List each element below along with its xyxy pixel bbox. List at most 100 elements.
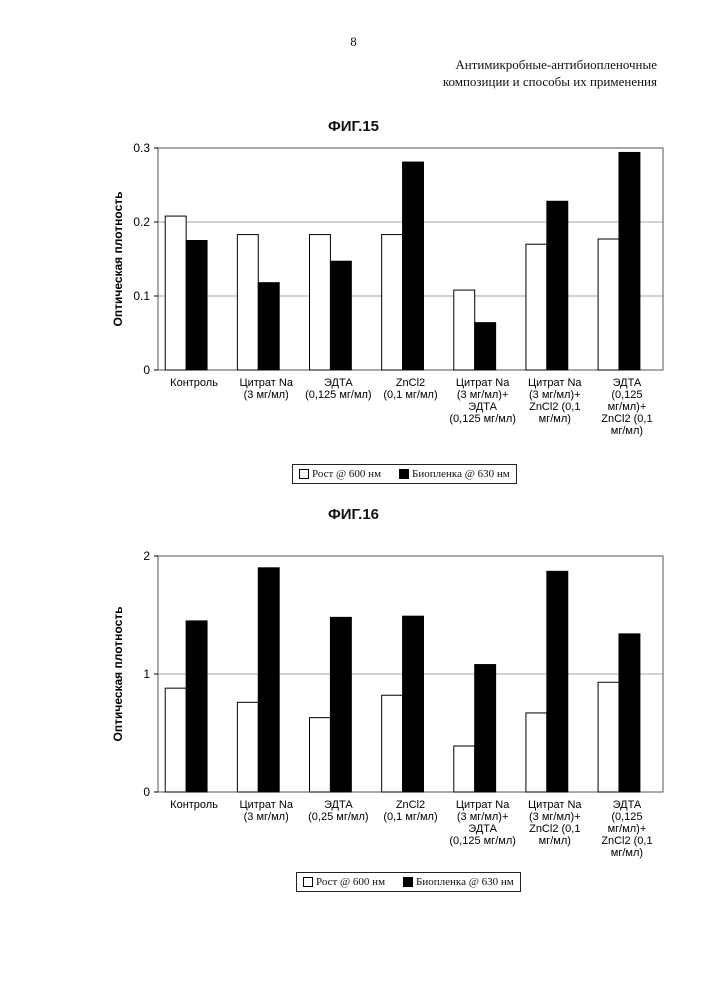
x-category-label: ЭДТА (0,125 мг/мл)+ ZnCl2 (0,1 мг/мл): [601, 377, 652, 437]
bar-biofilm: [618, 633, 641, 793]
bar-biofilm: [546, 570, 569, 793]
x-category-label: Цитрат Na (3 мг/мл)+ ЭДТА (0,125 мг/мл): [449, 377, 516, 425]
x-category-label-line: мг/мл)+: [608, 401, 647, 413]
bar-biofilm: [329, 260, 352, 371]
bar-growth: [525, 712, 548, 793]
x-category-label-line: (0,25 мг/мл): [308, 811, 368, 823]
bar-growth: [525, 243, 548, 371]
x-category-label-line: ZnCl2: [396, 377, 425, 389]
chart-title-fig15: ФИГ.15: [327, 118, 380, 135]
document-header: Антимикробные-антибиопленочные композици…: [443, 56, 657, 90]
x-category-label: Цитрат Na (3 мг/мл)+ ЭДТА (0,125 мг/мл): [449, 799, 516, 847]
page-number: 8: [350, 34, 357, 49]
bar-growth: [309, 234, 331, 371]
bar-biofilm: [474, 322, 497, 371]
legend-label-growth: Рост @ 600 нм: [316, 876, 386, 888]
y-tick-label: 0: [143, 785, 150, 799]
x-category-label: Контроль: [170, 377, 218, 389]
x-category-label-line: Цитрат Na: [239, 799, 293, 811]
header-line-2: композиции и способы их применения: [442, 74, 657, 89]
bar-growth: [381, 234, 404, 371]
x-category-label-line: ЭДТА: [324, 799, 353, 811]
x-category-label: ZnCl2 (0,1 мг/мл): [383, 377, 437, 401]
legend-fig16: Рост @ 600 нм Биопленка @ 630 нм: [296, 872, 521, 892]
bar-biofilm: [185, 620, 208, 793]
x-category-label-line: (0,125 мг/мл): [449, 835, 516, 847]
y-tick-label: 2: [143, 549, 150, 563]
legend-swatch-biofilm: [399, 469, 410, 479]
x-category-label-line: ZnCl2 (0,1: [529, 401, 580, 413]
bar-growth: [453, 745, 476, 793]
x-category-label-line: (0,125: [611, 811, 642, 823]
bar-biofilm: [257, 282, 280, 371]
x-category-label-line: (3 мг/мл): [244, 389, 289, 401]
x-category-label-line: (3 мг/мл)+: [457, 389, 509, 401]
bar-growth: [309, 717, 331, 793]
x-category-label-line: ЭДТА: [468, 401, 497, 413]
x-category-label-line: ЭДТА: [468, 823, 497, 835]
legend-fig15: Рост @ 600 нм Биопленка @ 630 нм: [292, 464, 517, 484]
y-axis-label: Оптическая плотность: [111, 607, 125, 742]
x-category-label: ЭДТА (0,125 мг/мл)+ ZnCl2 (0,1 мг/мл): [601, 799, 652, 859]
legend-label-biofilm: Биопленка @ 630 нм: [416, 876, 514, 888]
legend-item-biofilm: Биопленка @ 630 нм: [403, 876, 514, 888]
bar-growth: [453, 289, 476, 371]
x-category-label-line: (3 мг/мл)+: [529, 389, 581, 401]
x-category-label-line: мг/мл): [611, 425, 643, 437]
x-category-label-line: (0,125: [611, 389, 642, 401]
x-category-label-line: мг/мл): [539, 413, 571, 425]
x-category-label: Контроль: [170, 799, 218, 811]
x-category-label-line: Цитрат Na: [528, 377, 582, 389]
bar-growth: [164, 687, 187, 793]
x-category-label-line: (0,125 мг/мл): [305, 389, 372, 401]
bar-growth: [381, 694, 404, 793]
y-axis-label: Оптическая плотность: [111, 192, 125, 327]
x-category-label-line: (3 мг/мл)+: [529, 811, 581, 823]
x-category-label-line: Цитрат Na: [239, 377, 293, 389]
legend-label-growth: Рост @ 600 нм: [312, 468, 382, 480]
chart-title-fig16: ФИГ.16: [327, 506, 380, 523]
bar-chart-fig16: 0 1 2 Оптическая плотность Контроль Цитрат Na…: [111, 549, 664, 859]
legend-item-growth: Рост @ 600 нм: [303, 876, 385, 888]
bar-biofilm: [618, 151, 641, 371]
bar-growth: [236, 701, 259, 793]
x-category-label: Цитрат Na (3 мг/мл)+ ZnCl2 (0,1 мг/мл): [528, 377, 582, 425]
x-category-label-line: (0,125 мг/мл): [449, 413, 516, 425]
y-tick-label: 0.2: [133, 215, 150, 229]
x-category-label: ZnCl2 (0,1 мг/мл): [383, 799, 437, 823]
x-category-label-line: Цитрат Na: [456, 377, 510, 389]
x-category-label: Цитрат Na (3 мг/мл): [239, 377, 293, 401]
bar-biofilm: [402, 615, 424, 793]
bar-biofilm: [402, 161, 424, 371]
y-tick-label: 0.3: [133, 141, 150, 155]
x-category-label-line: мг/мл): [611, 847, 643, 859]
x-category-label-line: ZnCl2 (0,1: [601, 835, 652, 847]
legend-label-biofilm: Биопленка @ 630 нм: [412, 468, 510, 480]
legend-swatch-growth: [303, 877, 313, 887]
x-category-label-line: ZnCl2 (0,1: [601, 413, 652, 425]
bar-growth: [597, 238, 620, 371]
y-tick-label: 0: [143, 363, 150, 377]
x-category-label-line: (3 мг/мл): [244, 811, 289, 823]
x-category-label-line: Контроль: [170, 799, 218, 811]
legend-item-biofilm: Биопленка @ 630 нм: [399, 468, 510, 480]
bar-biofilm: [546, 200, 569, 371]
bar-growth: [597, 681, 620, 793]
bar-chart-fig15: 0 0.1 0.2 0.3 Оптическая плотность Контроль Ци…: [111, 141, 664, 437]
bar-biofilm: [474, 664, 497, 793]
x-category-label-line: ZnCl2 (0,1: [529, 823, 580, 835]
bar-growth: [236, 234, 259, 371]
y-tick-label: 0.1: [133, 289, 150, 303]
x-category-label-line: (0,1 мг/мл): [383, 389, 437, 401]
x-category-label: Цитрат Na (3 мг/мл)+ ZnCl2 (0,1 мг/мл): [528, 799, 582, 847]
x-category-label: ЭДТА (0,25 мг/мл): [308, 799, 368, 823]
x-category-label: Цитрат Na (3 мг/мл): [239, 799, 293, 823]
legend-item-growth: Рост @ 600 нм: [299, 468, 381, 480]
x-category-label-line: ЭДТА: [613, 377, 642, 389]
legend-swatch-biofilm: [403, 877, 414, 887]
bar-biofilm: [329, 616, 352, 793]
x-category-label: ЭДТА (0,125 мг/мл): [305, 377, 372, 401]
x-category-label-line: (3 мг/мл)+: [457, 811, 509, 823]
x-category-label-line: (0,1 мг/мл): [383, 811, 437, 823]
x-category-label-line: мг/мл)+: [608, 823, 647, 835]
